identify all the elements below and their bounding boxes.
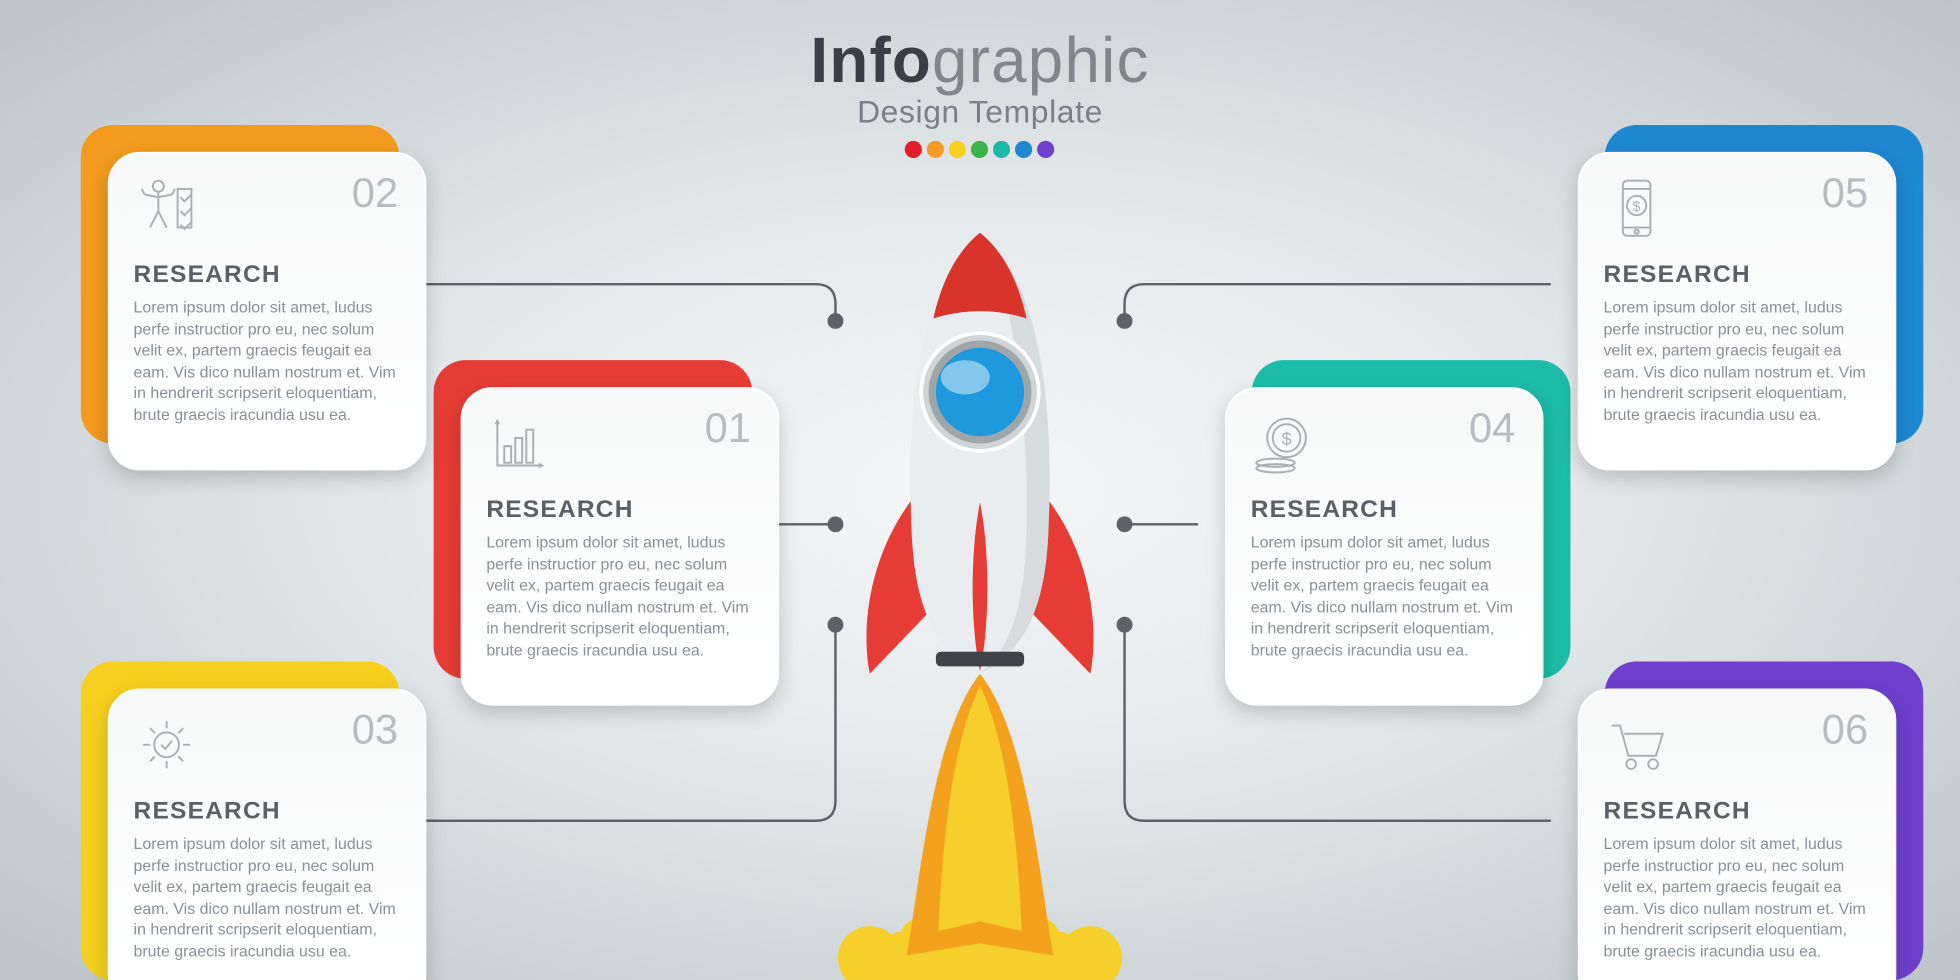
card-number: 03 — [352, 707, 398, 755]
card-body: 02 RESEARCH Lorem ipsum dolor sit amet, lu… — [108, 152, 427, 471]
card-text: Lorem ipsum dolor sit amet, ludus perfe … — [1604, 296, 1871, 425]
card-number: 04 — [1469, 405, 1515, 453]
card-text: Lorem ipsum dolor sit amet, ludus perfe … — [486, 532, 753, 661]
svg-text:$: $ — [1282, 429, 1292, 449]
card-title: RESEARCH — [1604, 261, 1871, 289]
card-number: 05 — [1822, 170, 1868, 218]
card-body: 03 RESEARCH Lorem ipsum dolor sit amet, lu… — [108, 688, 427, 980]
card-body: 04 $ RESEARCH Lorem ipsum dolor sit amet, l… — [1225, 387, 1544, 706]
card-title: RESEARCH — [134, 797, 401, 825]
card-text: Lorem ipsum dolor sit amet, ludus perfe … — [1604, 833, 1871, 962]
card-body: 05 $ RESEARCH Lorem ipsum dolor sit amet, l… — [1578, 152, 1897, 471]
card-title: RESEARCH — [1604, 797, 1871, 825]
card-title: RESEARCH — [1251, 496, 1518, 524]
card-body: 06 RESEARCH Lorem ipsum dolor sit amet, lu… — [1578, 688, 1897, 980]
card-title: RESEARCH — [486, 496, 753, 524]
card-body: 01 RESEARCH Lorem ipsum dolor sit amet, lu… — [461, 387, 780, 706]
rocket-icon — [784, 208, 1176, 980]
rocket-illustration — [784, 208, 1176, 980]
card-title: RESEARCH — [134, 261, 401, 289]
card-text: Lorem ipsum dolor sit amet, ludus perfe … — [134, 833, 401, 962]
card-number: 06 — [1822, 707, 1868, 755]
card-text: Lorem ipsum dolor sit amet, ludus perfe … — [134, 296, 401, 425]
svg-text:$: $ — [1633, 199, 1641, 214]
card-number: 01 — [705, 405, 751, 453]
card-text: Lorem ipsum dolor sit amet, ludus perfe … — [1251, 532, 1518, 661]
card-number: 02 — [352, 170, 398, 218]
